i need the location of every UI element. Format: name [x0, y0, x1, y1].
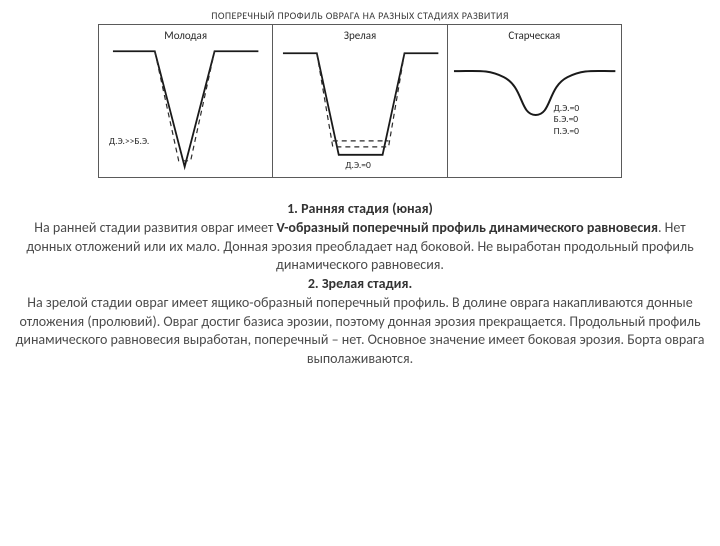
panel-old-svg [448, 43, 621, 177]
stage2-heading: 2. Зрелая стадия. [308, 275, 412, 292]
stage1-paragraph: На ранней стадии развития овраг имеет V-… [10, 219, 710, 275]
stage1-text-a: На ранней стадии развития овраг имеет [34, 219, 276, 236]
panel-mature-title: Зрелая [273, 25, 446, 42]
panel-young-svg [99, 43, 272, 177]
panel-mature-svg [273, 43, 446, 177]
diagram-figure: ПОПЕРЕЧНЫЙ ПРОФИЛЬ ОВРАГА НА РАЗНЫХ СТАД… [98, 6, 622, 178]
panel-mature-label: Д.Э.=0 [345, 160, 370, 171]
panel-old-title: Старческая [448, 25, 621, 42]
panel-old: Старческая Д.Э.=0 Б.Э.=0 П.Э.=0 [448, 25, 621, 177]
panel-old-label: Д.Э.=0 Б.Э.=0 П.Э.=0 [554, 103, 579, 137]
panel-young-title: Молодая [99, 25, 272, 42]
stage1-heading: 1. Ранняя стадия (юная) [287, 200, 433, 217]
panel-mature: Зрелая Д.Э.=0 [273, 25, 447, 177]
body-text: 1. Ранняя стадия (юная) На ранней стадии… [0, 200, 720, 369]
diagram-panels: Молодая Д.Э.>>Б.Э. Зрелая Д.Э.=0 Старчес… [98, 24, 622, 178]
diagram-title: ПОПЕРЕЧНЫЙ ПРОФИЛЬ ОВРАГА НА РАЗНЫХ СТАД… [98, 6, 622, 24]
stage2-paragraph: На зрелой стадии овраг имеет ящико-образ… [10, 294, 710, 369]
stage1-bold: V-образный поперечный профиль динамическ… [276, 219, 658, 236]
panel-young: Молодая Д.Э.>>Б.Э. [99, 25, 273, 177]
panel-young-label: Д.Э.>>Б.Э. [109, 136, 149, 147]
panel-old-label-line3: П.Э.=0 [554, 126, 579, 137]
